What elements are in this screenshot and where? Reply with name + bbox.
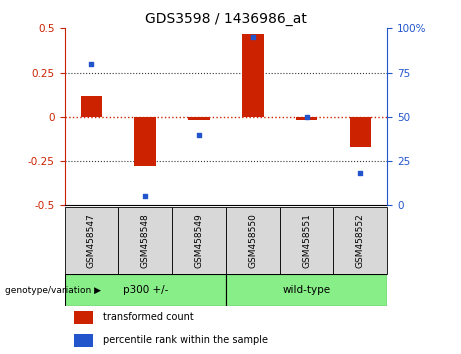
Bar	[74, 334, 93, 347]
FancyBboxPatch shape	[280, 207, 333, 274]
Point	[249, 34, 256, 40]
Text: GSM458550: GSM458550	[248, 213, 257, 268]
Title: GDS3598 / 1436986_at: GDS3598 / 1436986_at	[145, 12, 307, 26]
Text: GSM458549: GSM458549	[195, 213, 203, 268]
Point	[88, 61, 95, 67]
FancyBboxPatch shape	[172, 207, 226, 274]
Text: GSM458547: GSM458547	[87, 213, 96, 268]
Text: GSM458551: GSM458551	[302, 213, 311, 268]
Bar	[296, 117, 317, 120]
FancyBboxPatch shape	[118, 207, 172, 274]
Point	[357, 171, 364, 176]
Bar	[349, 117, 371, 147]
Bar	[135, 117, 156, 166]
Bar	[242, 34, 264, 117]
Bar	[81, 96, 102, 117]
FancyBboxPatch shape	[65, 274, 226, 306]
Point	[142, 194, 149, 199]
Text: genotype/variation ▶: genotype/variation ▶	[5, 286, 100, 295]
Point	[303, 114, 310, 120]
Text: GSM458552: GSM458552	[356, 213, 365, 268]
Point	[195, 132, 203, 137]
FancyBboxPatch shape	[226, 207, 280, 274]
Text: GSM458548: GSM458548	[141, 213, 150, 268]
Text: transformed count: transformed count	[103, 312, 194, 322]
Text: percentile rank within the sample: percentile rank within the sample	[103, 335, 268, 345]
Text: wild-type: wild-type	[283, 285, 331, 295]
Bar	[74, 311, 93, 324]
FancyBboxPatch shape	[226, 274, 387, 306]
FancyBboxPatch shape	[65, 207, 118, 274]
Text: p300 +/-: p300 +/-	[123, 285, 168, 295]
FancyBboxPatch shape	[333, 207, 387, 274]
Bar	[188, 117, 210, 120]
